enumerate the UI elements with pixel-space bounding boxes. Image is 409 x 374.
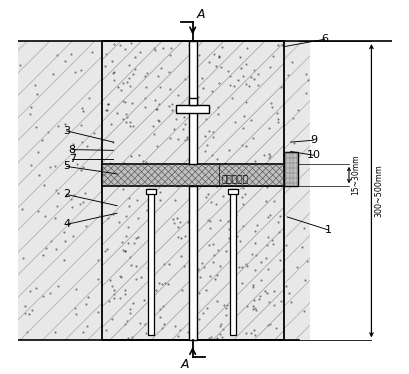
Text: 3: 3 [63, 126, 70, 136]
Bar [102, 41, 283, 340]
Text: 保护层厚度: 保护层厚度 [220, 175, 247, 184]
Bar [147, 189, 153, 335]
Bar [188, 41, 196, 164]
Text: A: A [180, 358, 189, 371]
Text: A: A [197, 8, 205, 21]
Bar [102, 41, 283, 340]
Text: 7: 7 [68, 154, 76, 164]
Text: 8: 8 [68, 145, 76, 154]
Bar [229, 189, 236, 335]
Text: 6: 6 [320, 34, 327, 44]
Text: 15~30mm: 15~30mm [351, 155, 360, 195]
Text: 2: 2 [63, 190, 70, 199]
Text: 300~500mm: 300~500mm [373, 164, 382, 217]
Text: 4: 4 [63, 220, 70, 229]
Bar [188, 98, 196, 105]
Bar [176, 105, 209, 113]
Bar [102, 164, 283, 186]
Text: 10: 10 [306, 150, 320, 160]
Bar [283, 152, 297, 186]
Bar [145, 189, 156, 194]
Bar [283, 41, 309, 340]
Text: 1: 1 [324, 225, 331, 235]
Text: 9: 9 [309, 135, 316, 145]
Bar [188, 186, 196, 340]
Text: 5: 5 [63, 162, 70, 171]
Bar [18, 41, 102, 340]
Bar [227, 189, 238, 194]
